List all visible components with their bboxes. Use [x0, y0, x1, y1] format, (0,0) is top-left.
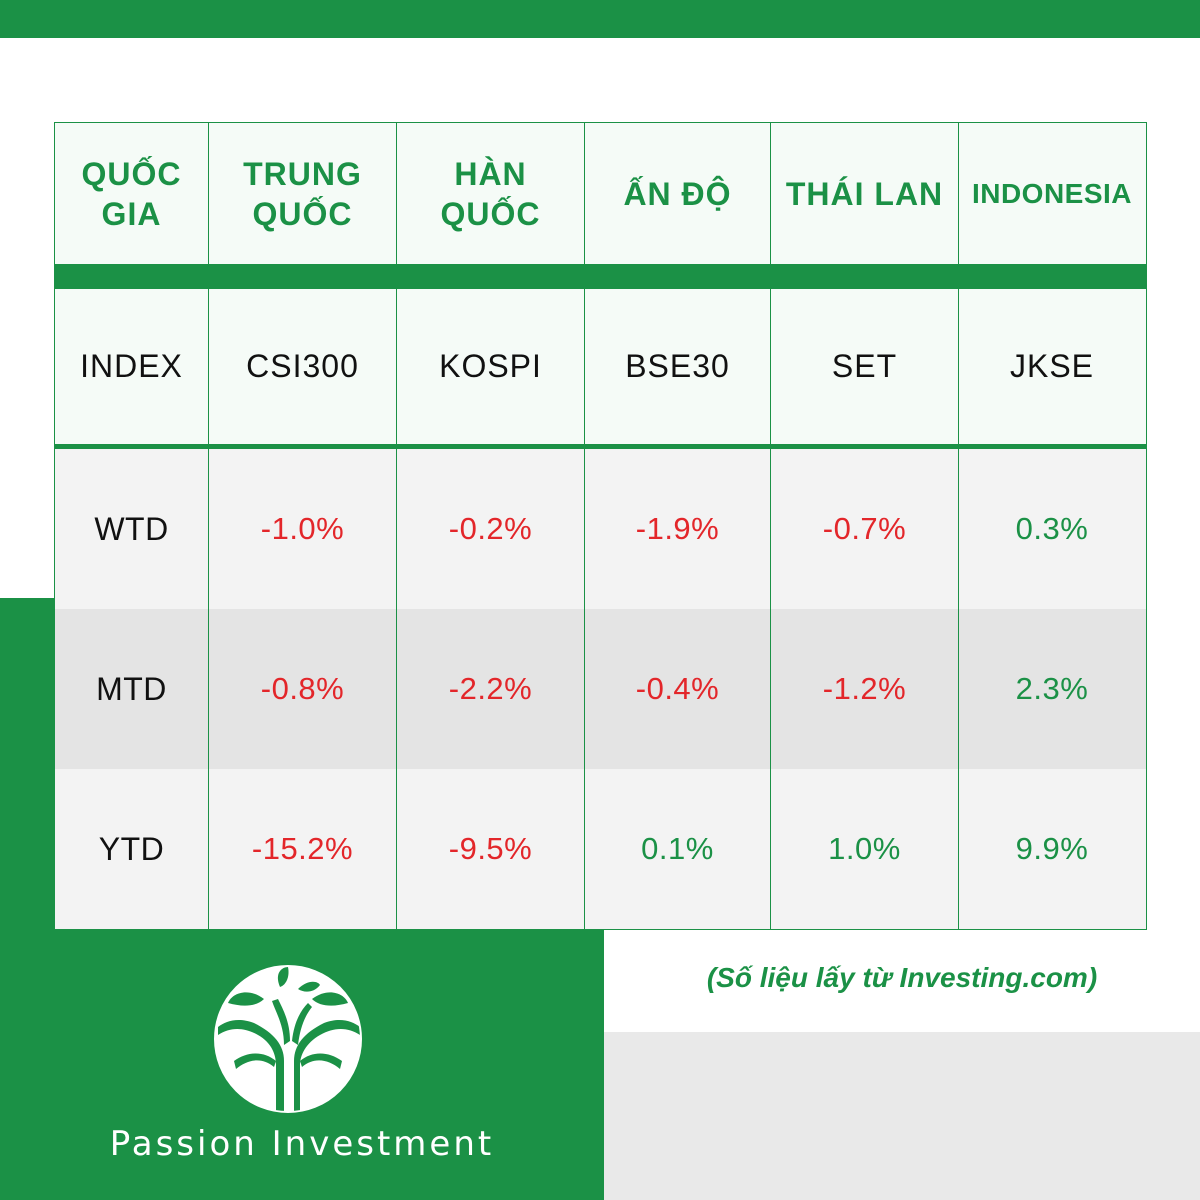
- header-country: INDONESIA: [971, 177, 1133, 209]
- row-label: MTD: [55, 609, 209, 769]
- footer-grey-block: [604, 1032, 1200, 1200]
- change-value: -0.8%: [209, 609, 397, 769]
- change-value: 2.3%: [1015, 671, 1089, 706]
- index-name: KOSPI: [397, 289, 585, 444]
- header-country: TRUNG QUỐC: [209, 123, 397, 264]
- change-value: 9.9%: [1015, 831, 1089, 866]
- table-row: MTD -0.8% -2.2% -0.4% -1.2% 2.3%: [55, 609, 1146, 769]
- market-index-table: QUỐC GIA TRUNG QUỐC HÀN QUỐC ẤN ĐỘ THÁI …: [54, 122, 1147, 930]
- source-note: (Số liệu lấy từ Investing.com): [706, 962, 1098, 993]
- row-label: WTD: [55, 449, 209, 609]
- row-label: YTD: [55, 769, 209, 929]
- header-row: QUỐC GIA TRUNG QUỐC HÀN QUỐC ẤN ĐỘ THÁI …: [55, 123, 1146, 264]
- index-name: SET: [771, 289, 959, 444]
- change-value: -0.4%: [585, 609, 771, 769]
- index-row: INDEX CSI300 KOSPI BSE30 SET JKSE: [55, 289, 1146, 444]
- index-name: JKSE: [1009, 348, 1095, 384]
- top-green-bar: [0, 0, 1200, 38]
- change-value: -9.5%: [397, 769, 585, 929]
- change-value: -1.9%: [585, 449, 771, 609]
- change-value: 1.0%: [771, 769, 959, 929]
- change-value: 0.3%: [1015, 511, 1089, 546]
- change-value: -15.2%: [209, 769, 397, 929]
- header-country-label: QUỐC GIA: [55, 123, 209, 264]
- table-row: YTD -15.2% -9.5% 0.1% 1.0% 9.9%: [55, 769, 1146, 929]
- brand-name: Passion Investment: [109, 1124, 495, 1164]
- change-value: -2.2%: [397, 609, 585, 769]
- header-country: THÁI LAN: [771, 123, 959, 264]
- header-divider-band: [55, 264, 1146, 289]
- change-value: -1.0%: [209, 449, 397, 609]
- change-value: -0.2%: [397, 449, 585, 609]
- change-value: -0.7%: [771, 449, 959, 609]
- table-row: WTD -1.0% -0.2% -1.9% -0.7% 0.3%: [55, 449, 1146, 609]
- header-country: HÀN QUỐC: [397, 123, 585, 264]
- tree-logo-icon: [214, 965, 362, 1113]
- index-label: INDEX: [55, 289, 209, 444]
- index-name: BSE30: [585, 289, 771, 444]
- change-value: 0.1%: [585, 769, 771, 929]
- index-divider-line: [55, 444, 1146, 449]
- header-country: ẤN ĐỘ: [585, 123, 771, 264]
- change-value: -1.2%: [771, 609, 959, 769]
- index-name: CSI300: [209, 289, 397, 444]
